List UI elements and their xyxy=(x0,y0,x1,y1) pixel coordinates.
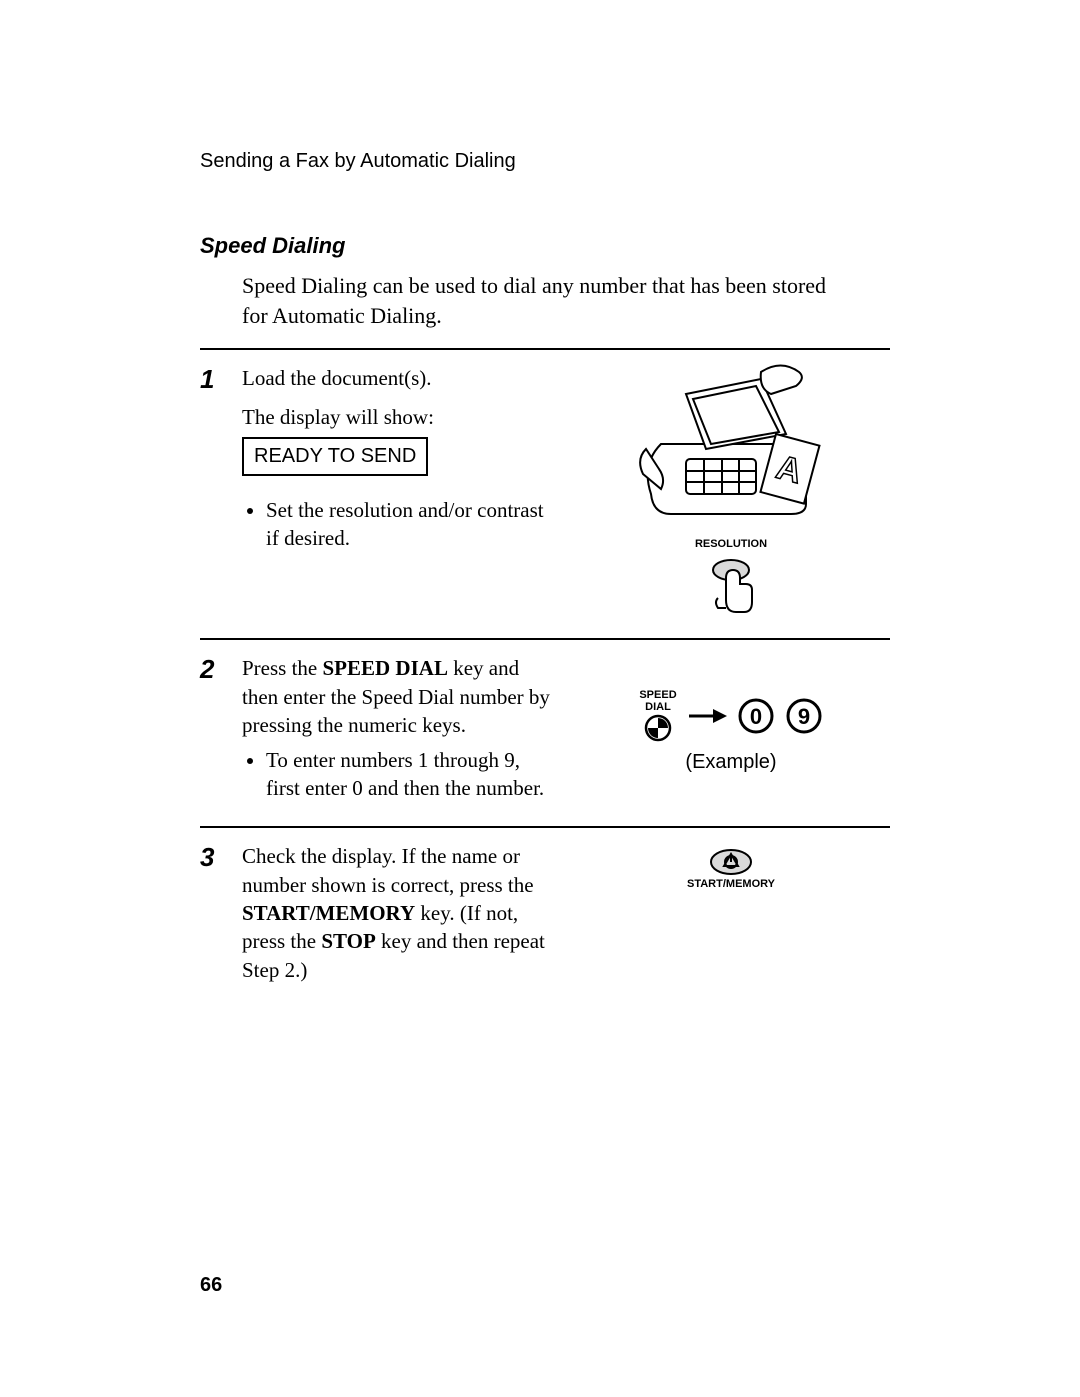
t-bold: STOP xyxy=(321,929,375,953)
t-bold: SPEED DIAL xyxy=(323,656,448,680)
page-number: 66 xyxy=(200,1274,222,1297)
step-2: 2 Press the SPEED DIAL key and then ente… xyxy=(200,654,890,808)
t-bold: START/MEMORY xyxy=(242,901,415,925)
t: Check the display. If the name or number… xyxy=(242,844,534,896)
step-number: 2 xyxy=(200,654,242,682)
step-1: 1 Load the document(s). The display will… xyxy=(200,364,890,620)
step-3: 3 Check the display. If the name or numb… xyxy=(200,842,890,984)
divider xyxy=(200,638,890,640)
lcd-display: READY TO SEND xyxy=(242,437,428,476)
divider xyxy=(200,826,890,828)
step-2-bullet: To enter numbers 1 through 9, first ente… xyxy=(266,746,552,803)
example-label: (Example) xyxy=(685,751,776,774)
keypad-9-icon: 9 xyxy=(785,697,823,735)
key-0-text: 0 xyxy=(750,704,762,729)
step-number: 3 xyxy=(200,842,242,870)
section-title: Speed Dialing xyxy=(200,233,890,259)
intro-paragraph: Speed Dialing can be used to dial any nu… xyxy=(242,271,852,330)
key-9-text: 9 xyxy=(798,704,810,729)
speed-dial-label-1: SPEED xyxy=(639,689,676,701)
fax-machine-icon: A xyxy=(631,364,831,534)
manual-page: Sending a Fax by Automatic Dialing Speed… xyxy=(0,0,1080,1397)
arrow-icon xyxy=(687,706,727,726)
running-header: Sending a Fax by Automatic Dialing xyxy=(200,150,890,173)
step-1-bullet: Set the resolution and/or contrast if de… xyxy=(266,496,552,553)
t: Press the xyxy=(242,656,323,680)
resolution-label: RESOLUTION xyxy=(695,538,767,550)
step-2-text: Press the SPEED DIAL key and then enter … xyxy=(242,654,552,808)
step-1-line1: Load the document(s). xyxy=(242,364,552,392)
speed-dial-label-2: DIAL xyxy=(645,701,671,713)
start-memory-label: START/MEMORY xyxy=(687,878,775,890)
start-memory-button-icon xyxy=(709,848,753,876)
step-1-line2: The display will show: xyxy=(242,403,552,431)
step-1-text: Load the document(s). The display will s… xyxy=(242,364,552,620)
step-3-text: Check the display. If the name or number… xyxy=(242,842,552,984)
press-button-icon xyxy=(696,550,766,620)
keypad-0-icon: 0 xyxy=(737,697,775,735)
step-number: 1 xyxy=(200,364,242,392)
divider xyxy=(200,348,890,350)
speed-dial-button-icon xyxy=(643,713,673,743)
